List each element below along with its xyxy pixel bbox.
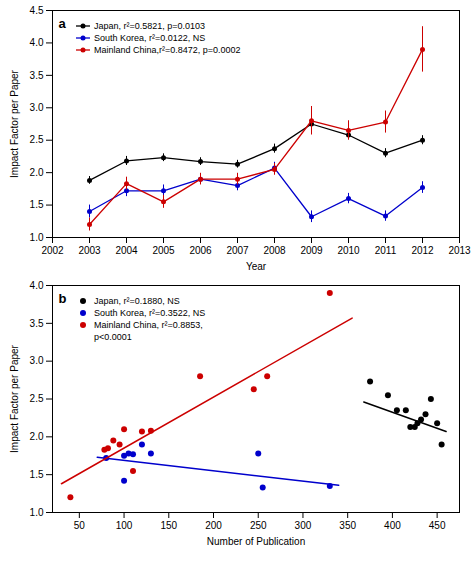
svg-text:450: 450 (429, 520, 446, 531)
svg-text:2013: 2013 (448, 245, 471, 256)
svg-text:100: 100 (116, 520, 133, 531)
svg-text:4.5: 4.5 (30, 5, 44, 16)
svg-text:150: 150 (160, 520, 177, 531)
svg-text:2005: 2005 (152, 245, 175, 256)
svg-text:400: 400 (384, 520, 401, 531)
svg-text:4.0: 4.0 (30, 280, 44, 291)
svg-text:South Korea, r²=0.0122, NS: South Korea, r²=0.0122, NS (94, 33, 205, 43)
svg-text:1.0: 1.0 (30, 232, 44, 243)
svg-text:Impact Factor per Paper: Impact Factor per Paper (9, 344, 20, 452)
svg-text:250: 250 (250, 520, 267, 531)
svg-text:1.5: 1.5 (30, 199, 44, 210)
svg-text:4.0: 4.0 (30, 37, 44, 48)
svg-text:2007: 2007 (226, 245, 249, 256)
svg-text:2009: 2009 (300, 245, 323, 256)
svg-text:300: 300 (295, 520, 312, 531)
svg-text:Impact Factor per Paper: Impact Factor per Paper (9, 69, 20, 177)
svg-text:2.0: 2.0 (30, 431, 44, 442)
svg-text:3.5: 3.5 (30, 318, 44, 329)
svg-text:2004: 2004 (115, 245, 138, 256)
svg-text:2002: 2002 (41, 245, 64, 256)
svg-text:2010: 2010 (337, 245, 360, 256)
svg-text:2008: 2008 (263, 245, 286, 256)
svg-text:1.0: 1.0 (30, 507, 44, 518)
svg-text:2003: 2003 (78, 245, 101, 256)
svg-text:50: 50 (74, 520, 86, 531)
svg-text:350: 350 (339, 520, 356, 531)
svg-text:1.5: 1.5 (30, 469, 44, 480)
svg-text:South Korea, r²=0.3522, NS: South Korea, r²=0.3522, NS (94, 308, 205, 318)
svg-text:Japan, r²=0.5821, p=0.0103: Japan, r²=0.5821, p=0.0103 (94, 21, 205, 31)
svg-text:a: a (59, 16, 67, 31)
svg-text:b: b (59, 291, 67, 306)
svg-text:3.0: 3.0 (30, 102, 44, 113)
svg-text:200: 200 (205, 520, 222, 531)
svg-text:2011: 2011 (375, 245, 397, 256)
svg-text:2.5: 2.5 (30, 134, 44, 145)
svg-text:Japan, r²=0.1880, NS: Japan, r²=0.1880, NS (94, 296, 180, 306)
svg-text:Year: Year (246, 261, 267, 272)
svg-text:Number of Publication: Number of Publication (207, 536, 305, 547)
svg-text:3.0: 3.0 (30, 355, 44, 366)
svg-text:3.5: 3.5 (30, 70, 44, 81)
svg-text:2.0: 2.0 (30, 167, 44, 178)
svg-text:2006: 2006 (189, 245, 212, 256)
svg-text:Mainland China,r²=0.8472, p=0.: Mainland China,r²=0.8472, p=0.0002 (94, 45, 241, 55)
svg-text:2.5: 2.5 (30, 393, 44, 404)
svg-text:2012: 2012 (411, 245, 434, 256)
svg-text:Mainland China, r²=0.8853,p<0.: Mainland China, r²=0.8853,p<0.0001 (94, 320, 203, 342)
